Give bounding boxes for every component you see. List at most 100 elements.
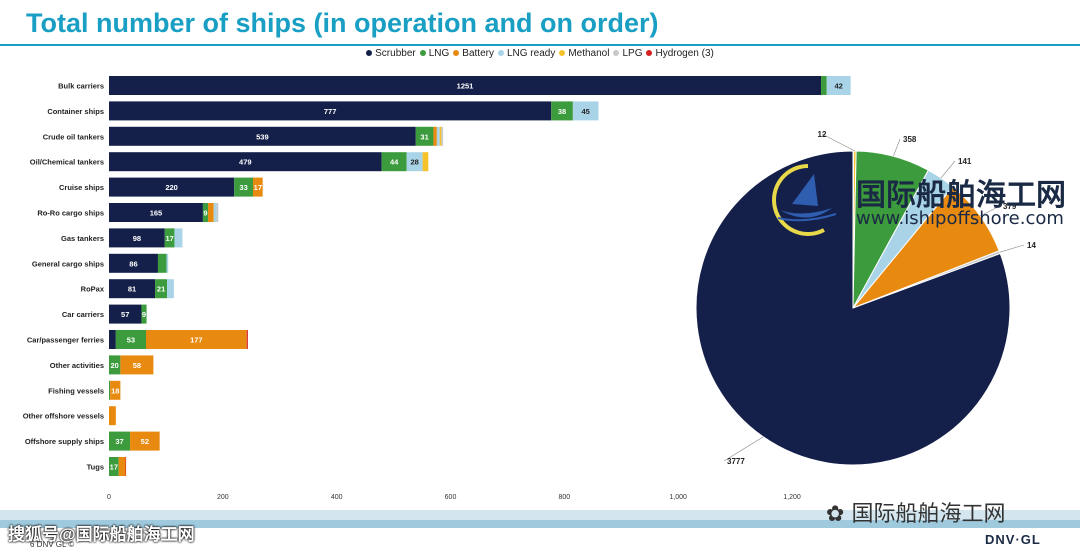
- legend-item: LNG ready: [497, 48, 555, 59]
- bar-segment: [164, 228, 175, 248]
- bar-segment: [167, 279, 174, 299]
- bar-value-label: 539: [256, 132, 269, 141]
- legend: Scrubber LNG Battery LNG ready Methanol LPG Hy…: [0, 48, 1080, 59]
- legend-swatch: [646, 50, 653, 57]
- legend-label: Battery: [462, 48, 494, 59]
- pie-leader-line: [940, 160, 956, 179]
- pie-slice-label: 14: [1027, 241, 1036, 250]
- category-label: Container ships: [47, 107, 104, 116]
- bar-segment: [109, 177, 235, 197]
- legend-label: LPG: [622, 48, 643, 59]
- bar-segment: [202, 203, 209, 222]
- bar-segment: [109, 431, 131, 451]
- pie-slice-label: 12: [818, 130, 827, 139]
- bar-segment: [109, 253, 158, 273]
- legend-item: Hydrogen (3): [646, 48, 714, 59]
- pie-slice-label: 358: [903, 135, 917, 144]
- bar-segment: [441, 126, 444, 146]
- bar-value-label: 17: [165, 234, 173, 243]
- x-tick-label: 200: [217, 494, 229, 501]
- legend-swatch: [366, 50, 373, 57]
- category-label: Car/passenger ferries: [27, 336, 104, 345]
- category-label: Tugs: [87, 463, 104, 472]
- title-divider: [0, 44, 1080, 46]
- legend-swatch: [497, 50, 504, 57]
- bar-value-label: 45: [582, 107, 590, 116]
- x-tick-label: 600: [445, 494, 457, 501]
- category-label: Ro-Ro cargo ships: [37, 209, 104, 218]
- footer-page-number: 6 DNV GL ©: [30, 540, 75, 549]
- pie-leader-line: [979, 205, 1001, 217]
- pie-slice: [695, 150, 1011, 466]
- bar-segment: [110, 380, 121, 400]
- bar-segment: [439, 126, 442, 146]
- legend-swatch: [613, 50, 620, 57]
- legend-label: Methanol: [568, 48, 610, 59]
- bar-segment: [109, 279, 156, 299]
- footer-wechat-text: 国际船舶海工网: [851, 502, 1006, 527]
- bar-value-label: 33: [239, 183, 247, 192]
- category-label: Other activities: [50, 361, 104, 370]
- bar-value-label: 42: [834, 82, 842, 91]
- bar-segment: [109, 101, 552, 121]
- footer-source-watermark: 搜狐号@国际船舶海工网: [8, 525, 195, 544]
- bar-segment: [166, 253, 169, 273]
- pie-leader-line: [893, 138, 901, 157]
- category-label: Crude oil tankers: [43, 132, 104, 141]
- bar-value-label: 38: [558, 107, 566, 116]
- footer-wechat-watermark: ✿ 国际船舶海工网: [826, 496, 1005, 528]
- bar-segment: [118, 457, 126, 476]
- bar-segment: [157, 253, 167, 273]
- chart-title: Total number of ships (in operation and …: [26, 8, 659, 38]
- bar-segment: [109, 152, 382, 172]
- bar-value-label: 777: [324, 107, 337, 116]
- bar-value-label: 9: [142, 310, 146, 319]
- bar-segment: [141, 304, 147, 324]
- bar-value-label: 37: [115, 437, 123, 446]
- bar-value-label: 165: [150, 209, 163, 218]
- bar-value-label: 57: [121, 310, 129, 319]
- pie-leader-line: [723, 436, 764, 462]
- bar-segment: [115, 330, 146, 349]
- bar-segment: [130, 431, 160, 451]
- bar-segment: [109, 228, 165, 248]
- bar-segment: [381, 152, 407, 172]
- watermark-sail-icon: [772, 164, 837, 236]
- legend-label: Scrubber: [375, 48, 416, 59]
- bar-segment: [216, 203, 219, 222]
- pie-slice-label: 141: [958, 157, 972, 166]
- bar-value-label: 220: [165, 183, 178, 192]
- bar-segment: [109, 304, 142, 324]
- category-label: Offshore supply ships: [25, 437, 104, 446]
- x-tick-label: 1,000: [669, 494, 687, 501]
- wechat-icon: ✿: [826, 502, 845, 527]
- legend-label: LNG: [428, 48, 450, 59]
- bar-segment: [436, 126, 440, 146]
- footer-band: [0, 510, 1080, 520]
- category-label: General cargo ships: [32, 259, 104, 268]
- category-label: Fishing vessels: [48, 386, 104, 395]
- bar-value-label: 18: [111, 386, 119, 395]
- bar-value-label: 53: [127, 336, 135, 345]
- category-label: Other offshore vessels: [23, 412, 104, 421]
- category-label: Bulk carriers: [58, 82, 104, 91]
- bar-value-label: 86: [129, 259, 137, 268]
- bar-segment: [145, 330, 247, 349]
- bar-value-label: 28: [410, 158, 418, 167]
- pie-leader-line: [821, 133, 856, 152]
- bar-segment: [415, 126, 434, 146]
- bar-value-label: 20: [111, 361, 119, 370]
- bar-segment: [155, 279, 168, 299]
- bar-value-label: 81: [128, 285, 136, 294]
- bar-segment: [109, 203, 203, 222]
- bar-segment: [125, 457, 127, 476]
- bar-value-label: 52: [141, 437, 149, 446]
- category-label: Cruise ships: [59, 183, 104, 192]
- bar-value-label: 17: [254, 183, 262, 192]
- bar-value-label: 479: [239, 158, 252, 167]
- bar-value-label: 31: [420, 132, 428, 141]
- bar-segment: [109, 457, 119, 476]
- bar-segment: [109, 76, 822, 95]
- bar-segment: [109, 355, 121, 375]
